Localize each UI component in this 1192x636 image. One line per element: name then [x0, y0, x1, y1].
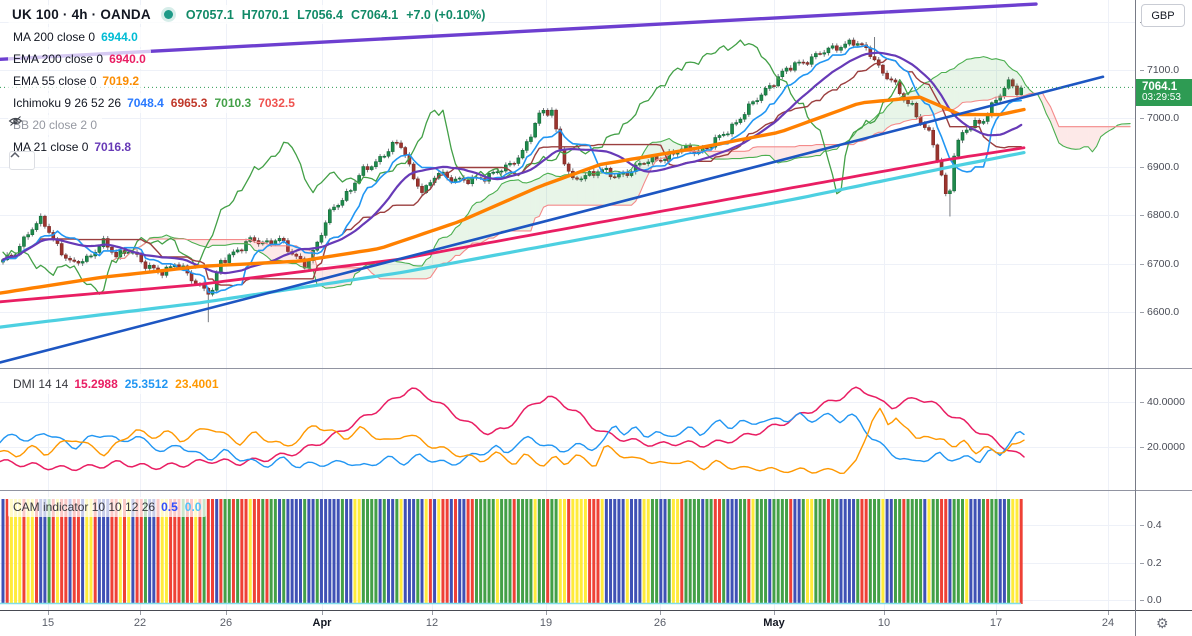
main-price-pane[interactable] — [0, 37, 1131, 329]
cam-indicator-pane[interactable] — [0, 499, 1023, 605]
cam-values: 0.5 0.0 — [161, 500, 201, 514]
eye-hidden-icon[interactable] — [8, 115, 23, 127]
dmi--di-line — [0, 407, 1025, 474]
time-tick-label: 26 — [653, 617, 667, 629]
dmi-values: 15.2988 25.3512 23.4001 — [74, 377, 218, 391]
indicator-row-ema[interactable]: EMA 200 close 0 6940.0 — [8, 49, 151, 69]
value-text: 6940.0 — [109, 52, 146, 66]
value-text: C7064.1 — [350, 7, 399, 22]
indicator-values: 7019.2 — [102, 74, 139, 88]
value-text: 7032.5 — [258, 96, 295, 110]
symbol-title[interactable]: UK 100 · 4h · OANDA — [12, 7, 151, 22]
indicator-label: MA 200 close 0 — [13, 30, 96, 44]
dmi-+di-line — [0, 412, 1025, 469]
indicator-row-ichimoku[interactable]: Ichimoku 9 26 52 26 7048.4 6965.3 7010.3 703… — [8, 93, 300, 113]
currency-toggle-button[interactable]: GBP — [1141, 4, 1185, 27]
indicator-label: EMA 55 close 0 — [13, 74, 97, 88]
indicator-label: EMA 200 close 0 — [13, 52, 104, 66]
time-tick-label: 24 — [1101, 617, 1115, 629]
candlestick-series — [1, 37, 1023, 323]
dmi-adx-line — [0, 386, 1025, 472]
axis-tick-label: 0.0 — [1140, 594, 1162, 606]
indicator-label: BB 20 close 2 0 — [13, 118, 98, 132]
time-tick-label: 26 — [219, 617, 233, 629]
value-text: +7.0 (+0.10%) — [406, 7, 486, 22]
chevron-up-icon — [10, 152, 20, 158]
indicator-values: 6940.0 — [109, 52, 146, 66]
time-tick-label: May — [763, 617, 785, 629]
legend-collapse-button[interactable] — [9, 151, 35, 170]
axis-tick-label: 7100.0 — [1140, 64, 1179, 76]
indicator-row-bb[interactable]: BB 20 close 2 0 — [8, 115, 103, 135]
last-price-badge: 7064.1 03:29:53 — [1136, 79, 1192, 106]
ma200-line — [0, 151, 1026, 329]
time-tick-label: 12 — [425, 617, 439, 629]
axis-tick-label: 0.2 — [1140, 557, 1162, 569]
axis-tick-label: 0.4 — [1140, 519, 1162, 531]
value-text: 25.3512 — [124, 377, 169, 391]
axis-tick-label: 20.0000 — [1140, 441, 1185, 453]
indicator-label: MA 21 close 0 — [13, 140, 89, 154]
time-tick-label: 10 — [877, 617, 891, 629]
market-status-icon[interactable] — [163, 10, 173, 19]
value-text: 7019.2 — [102, 74, 140, 88]
axis-settings-gear-icon[interactable]: ⚙ — [1156, 615, 1169, 631]
indicator-row-ema[interactable]: EMA 55 close 0 7019.2 — [8, 71, 145, 91]
time-tick-label: 17 — [989, 617, 1003, 629]
value-text: 6944.0 — [101, 30, 138, 44]
axis-tick-label: 6700.0 — [1140, 258, 1179, 270]
value-text: 7016.8 — [94, 140, 132, 154]
indicator-values: 6944.0 — [101, 30, 138, 44]
ema55-line — [0, 95, 1026, 295]
dmi-pane[interactable] — [0, 386, 1025, 474]
indicator-label: Ichimoku 9 26 52 26 — [13, 96, 122, 110]
dmi-label: DMI 14 14 — [13, 377, 69, 391]
indicator-values: 7016.8 — [94, 140, 131, 154]
value-text: 7048.4 — [127, 96, 164, 110]
value-text: O7057.1 — [185, 7, 234, 22]
bar-countdown: 03:29:53 — [1142, 92, 1181, 104]
axis-tick-label: 6900.0 — [1140, 161, 1179, 173]
ema200-line — [0, 146, 1026, 304]
value-text: 0.5 — [161, 500, 178, 514]
symbol-legend-row[interactable]: UK 100 · 4h · OANDA O7057.1 H7070.1 L7056.… — [8, 5, 490, 24]
upper-channel-line[interactable] — [0, 2, 1038, 62]
cam-label: CAM indicator 10 10 12 26 — [13, 500, 156, 514]
axis-tick-label: 6800.0 — [1140, 209, 1179, 221]
value-text: L7056.4 — [297, 7, 343, 22]
rising-support-line[interactable] — [0, 75, 1105, 364]
ohlc-values: O7057.1 H7070.1 L7056.4 C7064.1 +7.0 (+0.10%… — [186, 8, 486, 22]
cam-legend-row[interactable]: CAM indicator 10 10 12 26 0.5 0.0 — [8, 497, 207, 517]
time-tick-label: 19 — [539, 617, 553, 629]
dmi-legend-row[interactable]: DMI 14 14 15.2988 25.3512 23.4001 — [8, 374, 224, 394]
time-tick-label: 15 — [41, 617, 55, 629]
value-text: 23.4001 — [175, 377, 219, 391]
indicator-row-ma[interactable]: MA 200 close 0 6944.0 — [8, 27, 143, 47]
axis-tick-label: 6600.0 — [1140, 306, 1179, 318]
value-text: 15.2988 — [74, 377, 118, 391]
time-tick-label: 22 — [133, 617, 147, 629]
value-text: 6965.3 — [170, 96, 208, 110]
last-price-value: 7064.1 — [1142, 81, 1178, 94]
time-tick-label: Apr — [312, 617, 332, 629]
value-text: H7070.1 — [241, 7, 290, 22]
value-text: 0.0 — [184, 500, 202, 514]
value-text: 7010.3 — [214, 96, 252, 110]
indicator-values: 7048.4 6965.3 7010.3 7032.5 — [127, 96, 295, 110]
indicator-row-ma[interactable]: MA 21 close 0 7016.8 — [8, 137, 137, 157]
axis-tick-label: 40.0000 — [1140, 396, 1185, 408]
axis-tick-label: 7000.0 — [1140, 112, 1179, 124]
